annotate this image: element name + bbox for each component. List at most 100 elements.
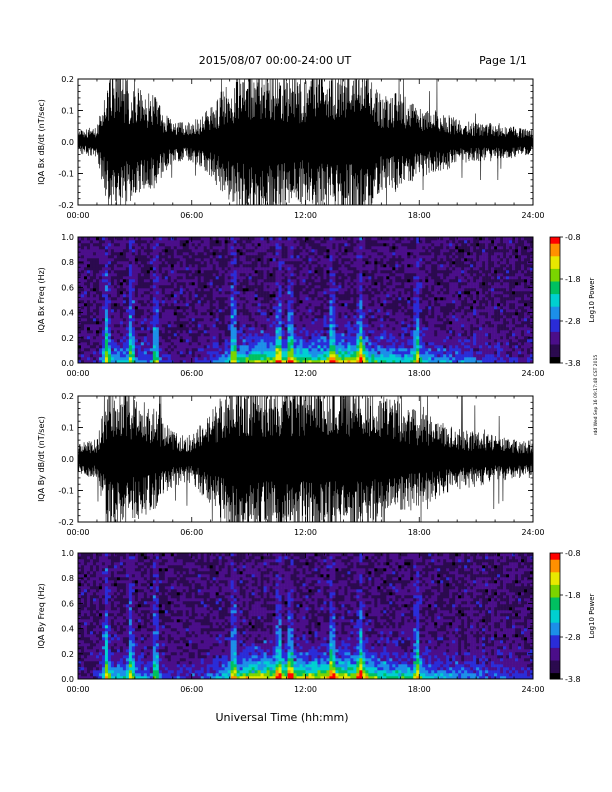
spectrogram-cell	[422, 276, 426, 280]
spectrogram-cell	[401, 360, 405, 364]
spectrogram-cell	[272, 345, 276, 349]
spectrogram-cell	[314, 333, 318, 337]
spectrogram-cell	[221, 306, 225, 310]
spectrogram-cell	[104, 249, 109, 253]
spectrogram-cell	[206, 240, 211, 244]
spectrogram-cell	[266, 306, 270, 310]
spectrogram-cell	[353, 273, 357, 277]
spectrogram-cell	[371, 357, 375, 361]
spectrogram-cell	[119, 339, 124, 343]
spectrogram-cell	[266, 291, 270, 295]
spectrogram-cell	[128, 273, 133, 277]
spectrogram-cell	[245, 351, 249, 355]
spectrogram-cell	[242, 312, 246, 316]
spectrogram-cell	[86, 330, 91, 334]
spectrogram-cell	[407, 264, 411, 268]
spectrogram-cell	[389, 261, 393, 265]
spectrogram-cell	[332, 249, 336, 253]
spectrogram-cell	[293, 327, 297, 331]
spectrogram-cell	[158, 270, 163, 274]
spectrogram-cell	[320, 282, 324, 286]
spectrogram-cell	[101, 270, 106, 274]
spectrogram-cell	[377, 267, 381, 271]
spectrogram-cell	[389, 348, 393, 352]
spectrogram-cell	[224, 354, 228, 358]
spectrogram-cell	[251, 276, 255, 280]
spectrogram-cell	[236, 255, 240, 259]
spectrogram-cell	[194, 342, 199, 346]
spectrogram-cell	[125, 264, 130, 268]
spectrogram-cell	[314, 315, 318, 319]
spectrogram-cell	[191, 360, 196, 364]
spectrogram-cell	[395, 342, 399, 346]
spectrogram-cell	[155, 255, 160, 259]
spectrogram-cell	[353, 243, 357, 247]
spectrogram-cell	[185, 354, 190, 358]
spectrogram-cell	[89, 300, 94, 304]
spectrogram-cell	[380, 240, 384, 244]
spectrogram-cell	[404, 345, 408, 349]
spectrogram-cell	[377, 294, 381, 298]
spectrogram-cell	[122, 327, 127, 331]
spectrogram-cell	[251, 246, 255, 250]
spectrogram-cell	[416, 285, 420, 289]
spectrogram-cell	[392, 312, 396, 316]
spectrogram-cell	[395, 354, 399, 358]
spectrogram-cell	[365, 300, 369, 304]
spectrogram-cell	[251, 285, 255, 289]
spectrogram-cell	[137, 252, 142, 256]
spectrogram-cell	[323, 246, 327, 250]
spectrogram-cell	[176, 309, 181, 313]
spectrogram-cell	[215, 312, 219, 316]
spectrogram-cell	[314, 327, 318, 331]
spectrogram-cell	[299, 237, 303, 241]
spectrogram-cell	[272, 300, 276, 304]
spectrogram-cell	[380, 270, 384, 274]
spectrogram-cell	[305, 282, 309, 286]
spectrogram-cell	[311, 339, 315, 343]
spectrogram-cell	[311, 270, 315, 274]
spectrogram-cell	[266, 288, 270, 292]
spectrogram-cell	[242, 258, 246, 262]
spectrogram-cell	[374, 273, 378, 277]
spectrogram-cell	[158, 309, 163, 313]
spectrogram-cell	[203, 291, 208, 295]
spectrogram-cell	[284, 330, 288, 334]
spectrogram-cell	[239, 270, 243, 274]
spectrogram-cell	[260, 327, 264, 331]
spectrogram-cell	[80, 339, 85, 343]
spectrogram-cell	[404, 300, 408, 304]
spectrogram-cell	[368, 342, 372, 346]
spectrogram-cell	[107, 288, 112, 292]
spectrogram-cell	[206, 270, 211, 274]
spectrogram-cell	[80, 327, 85, 331]
spectrogram-cell	[353, 237, 357, 241]
spectrogram-cell	[284, 324, 288, 328]
spectrogram-cell	[188, 240, 193, 244]
spectrogram-cell	[302, 345, 306, 349]
spectrogram-cell	[254, 357, 258, 361]
spectrogram-cell	[137, 321, 142, 325]
spectrogram-cell	[332, 273, 336, 277]
spectrogram-cell	[227, 351, 231, 355]
spectrogram-cell	[149, 258, 154, 262]
spectrogram-cell	[197, 348, 202, 352]
spectrogram-cell	[104, 345, 109, 349]
spectrogram-cell	[278, 324, 282, 328]
spectrogram-cell	[227, 270, 231, 274]
spectrogram-cell	[209, 276, 213, 280]
spectrogram-cell	[131, 240, 136, 244]
spectrogram-cell	[389, 291, 393, 295]
spectrogram-cell	[392, 327, 396, 331]
spectrogram-cell	[110, 261, 115, 265]
spectrogram-cell	[203, 336, 208, 340]
spectrogram-cell	[344, 318, 348, 322]
spectrogram-cell	[224, 282, 228, 286]
spectrogram-cell	[164, 333, 169, 337]
spectrogram-cell	[401, 261, 405, 265]
spectrogram-cell	[164, 297, 169, 301]
spectrogram-cell	[392, 270, 396, 274]
spectrogram-cell	[284, 270, 288, 274]
spectrogram-cell	[185, 270, 190, 274]
y-tick-label: 0.1	[61, 107, 74, 116]
